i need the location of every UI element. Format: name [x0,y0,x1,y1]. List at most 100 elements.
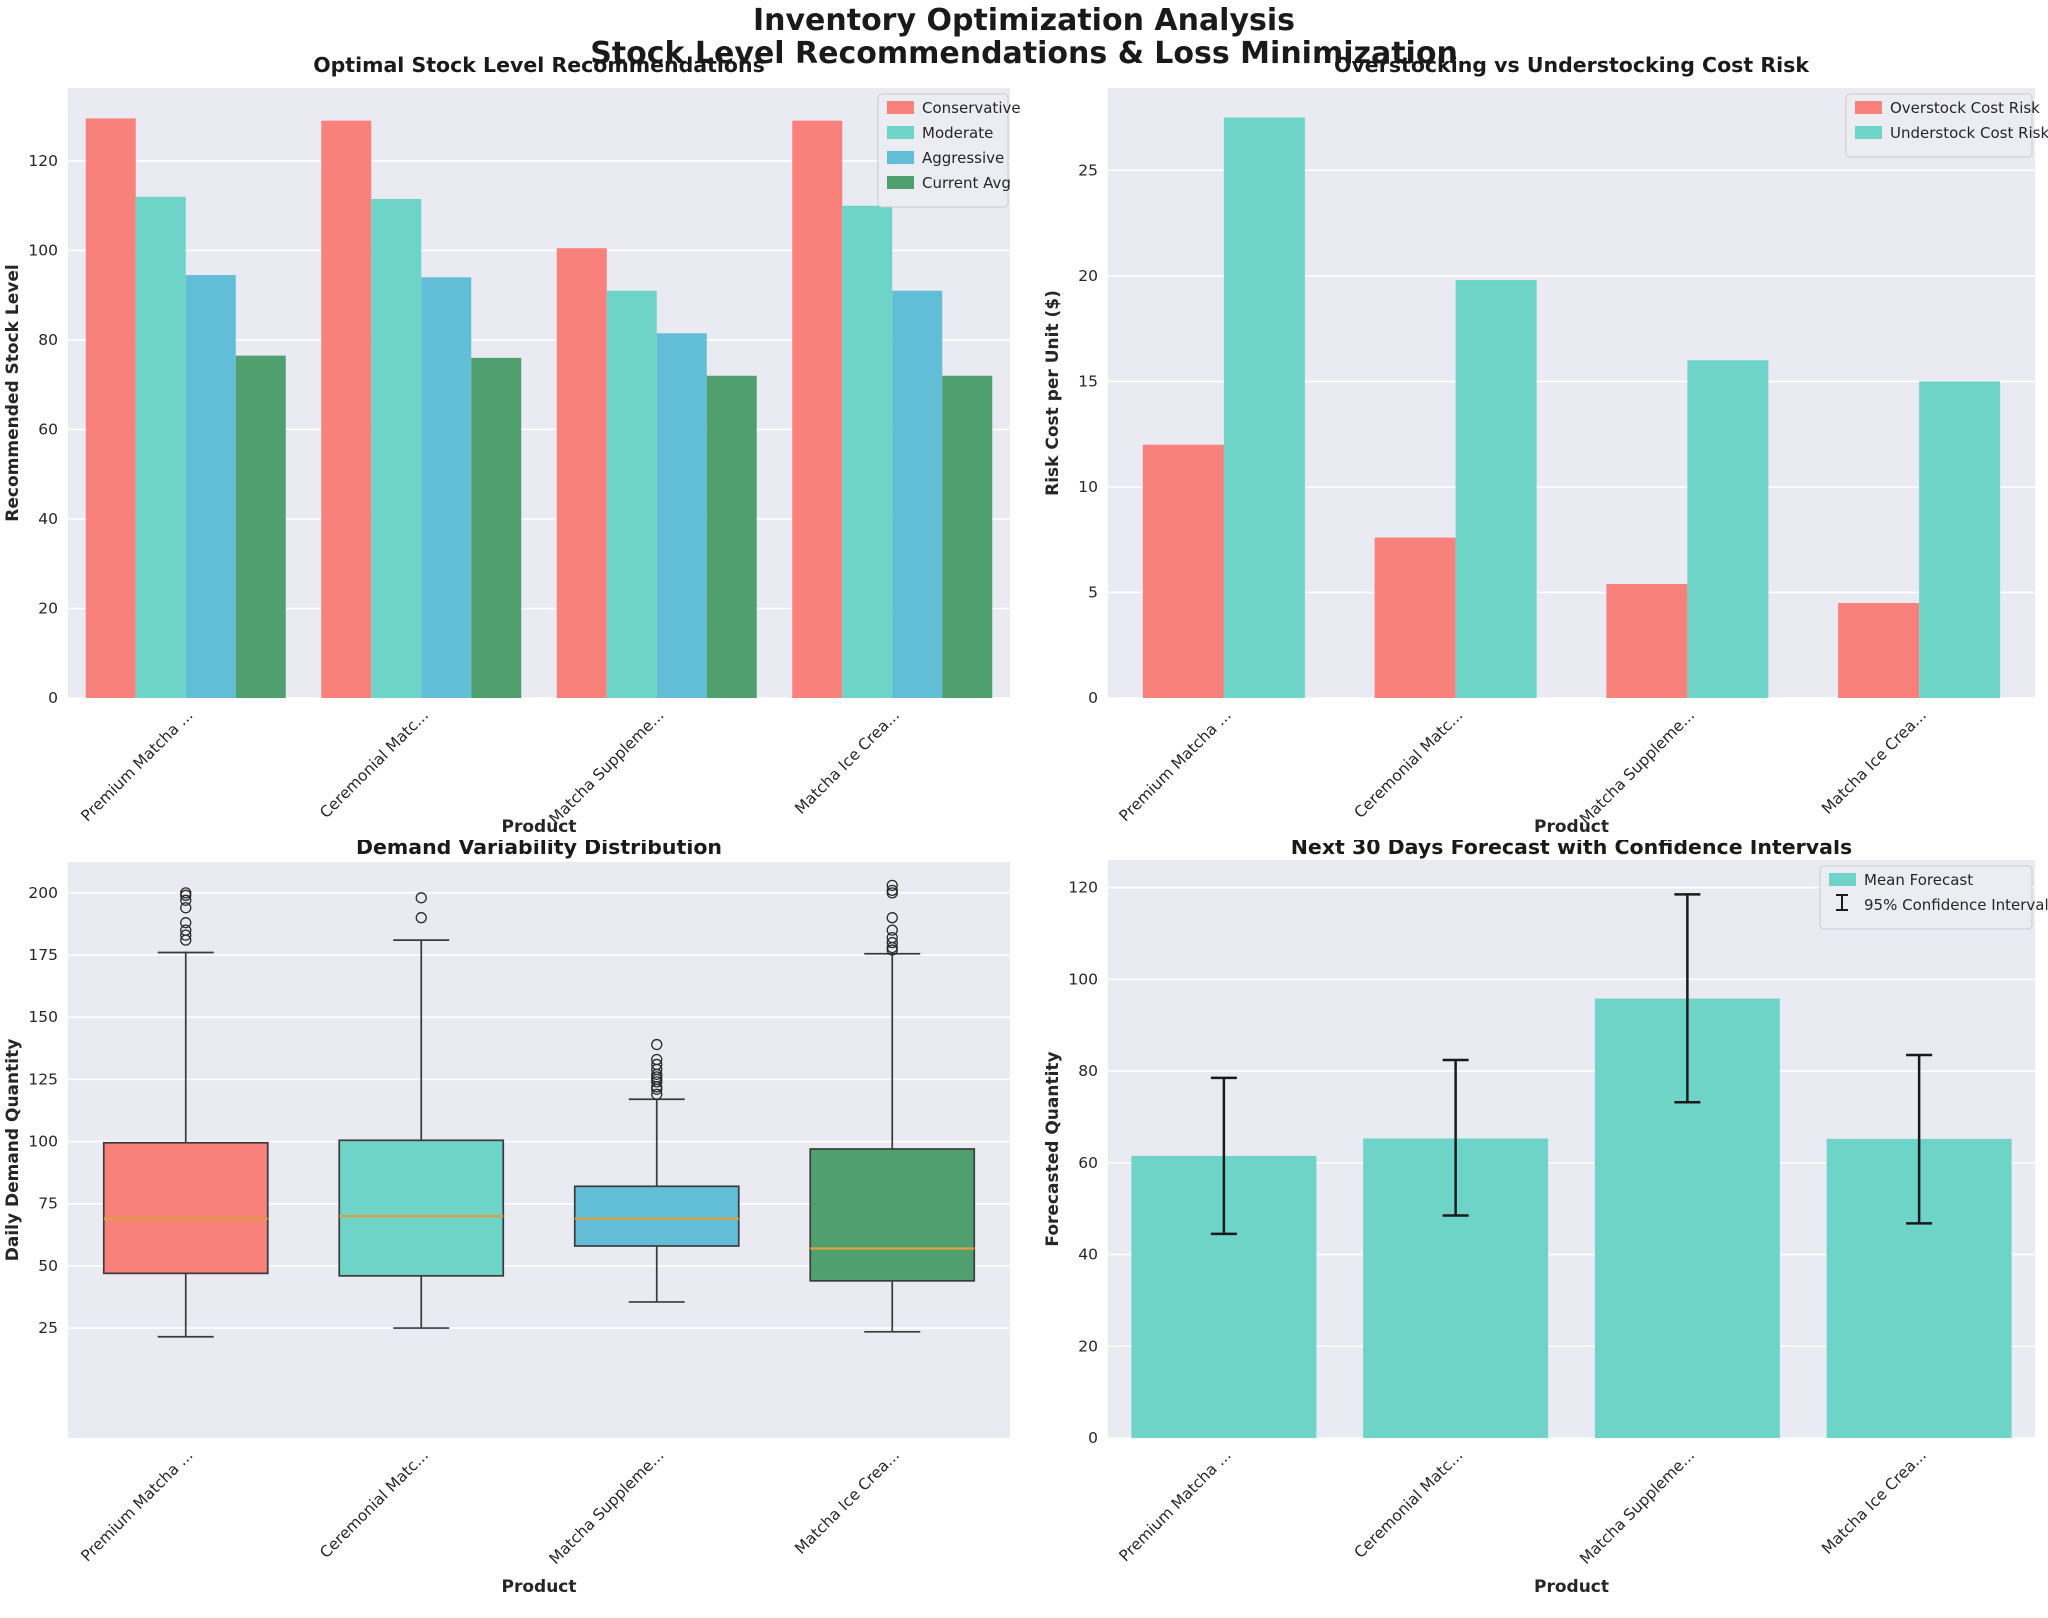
outlier-point [886,924,898,936]
subplot-title: Next 30 Days Forecast with Confidence In… [1291,840,1852,859]
legend-label: Understock Cost Risk [1890,124,2048,142]
y-tick-label: 80 [1078,1062,1098,1080]
bar-conservative [556,248,607,699]
bar-moderate [842,205,893,698]
bar-moderate [371,198,422,698]
legend-label: Aggressive [922,149,1004,167]
y-tick-label: 25 [38,1319,58,1337]
outlier-point [886,884,898,897]
y-tick-label: 20 [1078,1337,1098,1355]
y-tick-label: 100 [28,1133,58,1151]
y-tick-label: 60 [1078,1154,1098,1172]
outlier-point [886,912,898,924]
x-tick-label: Premium Matcha ... [77,706,196,825]
outlier-point [886,931,898,944]
y-tick-label: 150 [28,1008,58,1026]
outlier-point [886,879,898,892]
bar-conservative [792,120,843,698]
bar-conservative [85,118,136,699]
y-axis-label: Recommended Stock Level [3,264,23,521]
y-tick-label: 50 [38,1257,58,1275]
figure-title: Inventory Optimization Analysis Stock Le… [0,4,2048,70]
bar-current-avg [471,357,522,698]
box [102,1141,269,1275]
x-tick-label: Matcha Suppleme... [1576,706,1698,828]
x-tick-label: Matcha Ice Crea... [1818,706,1930,818]
figure-title-line2: Stock Level Recommendations & Loss Minim… [590,36,1458,71]
y-tick-label: 120 [28,152,58,170]
y-tick-label: 0 [48,689,58,707]
x-tick-label: Premium Matcha ... [77,1446,196,1565]
x-tick-label: Matcha Ice Crea... [791,706,903,818]
legend-box [1845,93,2033,158]
legend-swatch [1855,101,1882,114]
bar-current-avg [706,375,757,698]
y-tick-label: 175 [28,946,58,964]
y-tick-label: 0 [1088,689,1098,707]
y-tick-label: 75 [38,1195,58,1213]
outlier-point [415,912,427,924]
bar-aggressive [656,333,707,698]
bar-understock-cost-risk [1687,360,1769,698]
legend-swatch [887,176,914,189]
legend-label: Current Avg [922,174,1011,192]
chart-optimal-stock-levels: 0 20 40 60 80 100 120 Premium Matcha ... Ceremon… [3,53,1021,837]
x-tick-label: Matcha Suppleme... [546,706,668,828]
y-tick-label: 80 [38,331,58,349]
subplot-title: Demand Variability Distribution [356,840,722,859]
y-tick-label: 20 [1078,267,1098,285]
y-tick-label: 40 [1078,1246,1098,1264]
y-tick-label: 10 [1078,478,1098,496]
outlier-point [415,892,427,904]
legend-label: Conservative [922,99,1021,117]
x-axis-label: Product [1534,1577,1609,1597]
y-tick-label: 0 [1088,1429,1098,1447]
legend-swatch [887,101,914,114]
x-tick-label: Matcha Suppleme... [1576,1446,1698,1568]
bar-understock-cost-risk [1455,280,1537,698]
bar-overstock-cost-risk [1142,444,1224,698]
legend-swatch [1855,126,1882,139]
subplot-title: Optimal Stock Level Recommendations [313,53,765,77]
bar-aggressive [892,290,943,698]
legend-label: 95% Confidence Interval [1864,896,2048,914]
y-axis-label: Daily Demand Quantity [3,1039,23,1262]
y-tick-label: 25 [1078,161,1098,179]
bar-overstock-cost-risk [1606,584,1688,698]
y-tick-label: 40 [38,510,58,528]
y-axis-label: Risk Cost per Unit ($) [1043,290,1063,496]
legend-swatch [1829,873,1856,886]
outlier-point [180,917,192,929]
y-tick-label: 20 [38,599,58,617]
y-tick-label: 200 [28,884,58,902]
x-tick-label: Ceremonial Matc... [316,1446,432,1562]
bar-current-avg [235,355,286,698]
x-tick-label: Ceremonial Matc... [1351,706,1467,822]
x-tick-label: Matcha Ice Crea... [791,1446,903,1558]
y-tick-label: 125 [28,1070,58,1088]
legend-label: Moderate [922,124,993,142]
box [809,1148,976,1282]
x-tick-label: Matcha Suppleme... [546,1446,668,1568]
outlier-point [180,902,192,914]
box [338,1139,505,1277]
y-tick-label: 5 [1088,583,1098,601]
x-axis-label: Product [1534,817,1609,837]
y-tick-label: 120 [1068,879,1098,897]
outlier-point [651,1088,663,1100]
bar-current-avg [942,375,993,698]
x-tick-label: Matcha Ice Crea... [1818,1446,1930,1558]
x-axis-label: Product [502,1577,577,1597]
legend-label: Mean Forecast [1864,871,1973,889]
subplot-title: Overstocking vs Understocking Cost Risk [1334,53,1810,77]
outlier-point [180,924,192,936]
chart-cost-risk: 0 5 10 15 20 25 Premium Matcha ... Ceremonial M… [1043,53,2048,837]
x-tick-label: Ceremonial Matc... [316,706,432,822]
legend-swatch [887,126,914,139]
y-tick-label: 60 [38,420,58,438]
figure-title-line1: Inventory Optimization Analysis [752,3,1296,38]
y-axis-label: Forecasted Quantity [1043,1051,1063,1246]
outlier-point [651,1038,663,1051]
outlier-point [180,929,192,941]
